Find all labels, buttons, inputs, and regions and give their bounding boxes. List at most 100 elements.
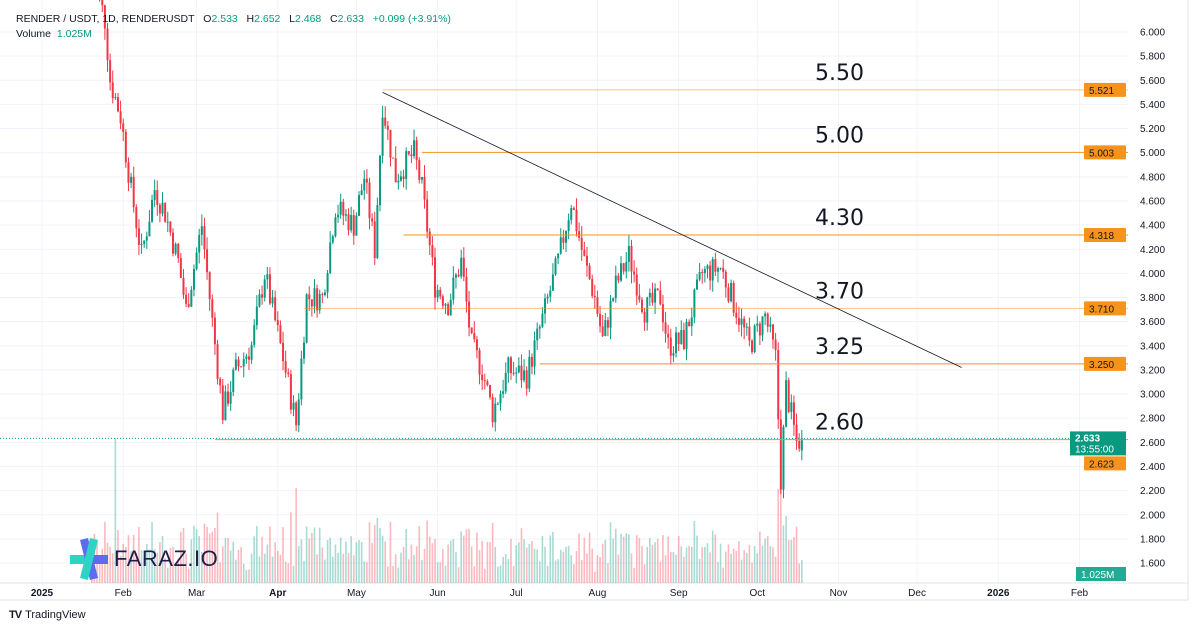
candle: [185, 294, 188, 304]
candle: [766, 313, 769, 327]
volume-bar: [350, 536, 352, 583]
candle: [287, 372, 290, 375]
volume-bar: [221, 546, 224, 583]
volume-bar: [670, 551, 672, 583]
candle: [308, 294, 311, 300]
volume-bar: [774, 556, 777, 583]
candle: [465, 276, 468, 302]
volume-bar: [559, 549, 562, 583]
volume-bar: [706, 543, 709, 583]
candle: [572, 208, 575, 210]
candle: [384, 117, 387, 126]
volume-bar: [122, 543, 125, 583]
volume-bar: [347, 553, 350, 583]
candle: [748, 326, 751, 341]
volume-bar: [198, 536, 200, 583]
volume-bar: [693, 520, 696, 583]
candle: [237, 359, 240, 367]
volume-bar: [363, 561, 366, 583]
candle: [399, 176, 402, 181]
volume-bar: [617, 554, 620, 583]
trendline[interactable]: [382, 91, 962, 368]
volume-bar: [633, 568, 635, 583]
volume-bar: [408, 559, 410, 583]
volume-bar: [738, 541, 740, 583]
candle: [795, 424, 798, 441]
candle: [145, 236, 148, 241]
volume-bar: [753, 546, 756, 583]
level-badge-text: 3.710: [1089, 304, 1114, 315]
candle: [470, 327, 473, 334]
volume-bar: [557, 559, 559, 583]
volume-bar: [685, 547, 688, 583]
candle: [258, 294, 261, 307]
candle: [397, 180, 400, 183]
change-value: +0.099 (+3.91%): [372, 13, 451, 25]
candle: [431, 245, 434, 258]
volume-bar: [187, 568, 190, 583]
candle: [787, 380, 790, 412]
volume-bar: [625, 533, 628, 583]
volume-bar: [745, 552, 748, 583]
volume-bar: [649, 537, 651, 583]
volume-bar: [680, 546, 683, 583]
level-badge: [1084, 82, 1126, 97]
volume-bar: [491, 522, 494, 583]
volume-bar: [601, 543, 604, 583]
candle: [714, 259, 717, 272]
price-tick: 1.800: [1140, 534, 1165, 545]
volume-bar: [418, 526, 421, 583]
volume-bar: [531, 540, 533, 583]
volume-bar: [308, 538, 311, 583]
candle: [722, 267, 725, 272]
volume-bar: [656, 538, 659, 583]
volume-bar: [426, 520, 428, 583]
low-label: L: [289, 13, 295, 25]
candle: [444, 304, 447, 306]
volume-bar: [180, 531, 182, 583]
volume-bar: [735, 551, 738, 583]
candle: [509, 357, 512, 373]
volume-bar: [570, 555, 573, 583]
volume-bar: [287, 563, 290, 583]
candle: [413, 140, 416, 157]
price-tick: 4.200: [1140, 245, 1165, 256]
volume-bar: [596, 555, 599, 583]
candle: [271, 297, 274, 304]
candle: [677, 332, 680, 344]
candle: [245, 356, 248, 360]
candle: [538, 326, 541, 329]
candle: [709, 265, 712, 281]
candle: [292, 402, 295, 410]
tradingview-brand[interactable]: TV TradingView: [9, 609, 86, 621]
volume-bar: [169, 547, 172, 583]
time-tick: Oct: [749, 588, 765, 599]
volume-bar: [143, 557, 145, 583]
candle: [502, 391, 505, 394]
candle: [179, 258, 182, 279]
candle: [198, 234, 201, 253]
candle: [491, 397, 494, 423]
volume-bar: [452, 539, 455, 583]
candle: [468, 301, 471, 328]
candle: [101, 0, 104, 6]
volume-bar: [326, 540, 329, 583]
volume-bar: [279, 554, 282, 583]
symbol-label[interactable]: RENDER / USDT, 1D, RENDERUSDT: [16, 13, 195, 25]
candle: [119, 111, 122, 124]
candle: [339, 201, 342, 215]
volume-bar: [690, 546, 693, 583]
candle: [190, 289, 193, 307]
volume-bar: [127, 535, 130, 583]
candle: [764, 313, 767, 317]
volume-bar: [554, 560, 557, 583]
volume-bar: [588, 532, 591, 583]
volume-bar: [332, 556, 334, 583]
candle: [337, 214, 340, 218]
volume-bar: [575, 550, 578, 583]
candle: [730, 282, 733, 302]
volume-bar: [166, 567, 169, 583]
volume-bar: [785, 515, 787, 583]
candle: [609, 300, 612, 328]
